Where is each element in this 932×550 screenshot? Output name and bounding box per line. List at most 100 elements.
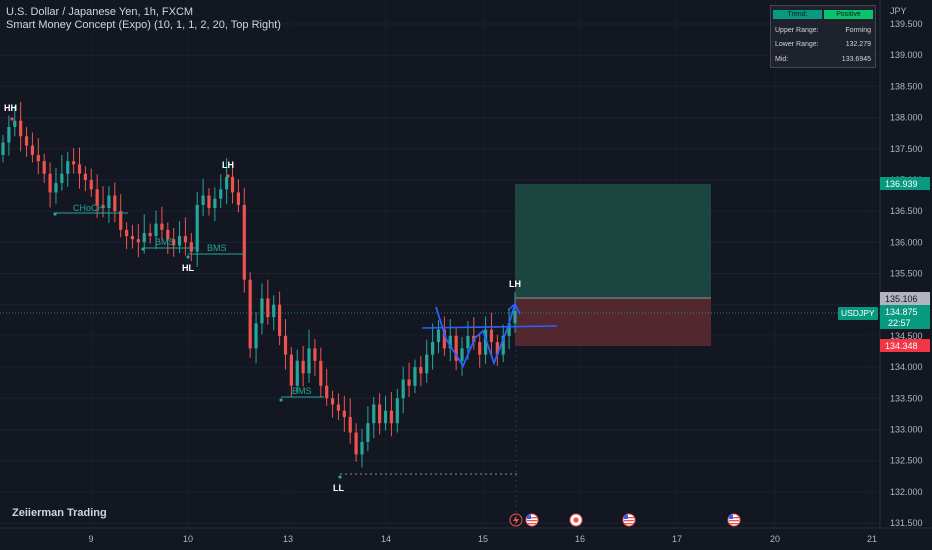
lh-label-2: LH xyxy=(509,279,521,289)
time-tick-label: 21 xyxy=(867,534,877,544)
candle-body xyxy=(336,404,341,411)
candle-body xyxy=(248,279,252,349)
arrow-head xyxy=(507,302,521,315)
candle-body xyxy=(442,329,446,349)
candle-body xyxy=(48,173,52,193)
bms-label-2: BMS xyxy=(207,243,227,253)
w-pattern-line[interactable] xyxy=(435,303,516,368)
ll-label: LL xyxy=(333,483,344,493)
price-tick-label: 138.000 xyxy=(890,113,923,123)
candle-body xyxy=(107,195,111,209)
candle-body xyxy=(266,298,270,318)
candle-body xyxy=(272,304,276,318)
bms-dot-1 xyxy=(141,247,145,251)
candle-body xyxy=(30,145,35,155)
candle-body xyxy=(119,211,123,230)
time-tick-label: 14 xyxy=(381,534,391,544)
candle-body xyxy=(431,342,435,355)
us-flag-icon[interactable] xyxy=(727,513,741,527)
price-tick-label: 134.000 xyxy=(890,362,923,372)
price-tick-label: 132.500 xyxy=(890,456,923,466)
time-tick-label: 17 xyxy=(672,534,682,544)
hh-label: HH xyxy=(4,103,17,113)
candle-body xyxy=(307,348,311,374)
candle-body xyxy=(283,335,288,355)
bms-label-3: BMS xyxy=(292,386,312,396)
neckline[interactable] xyxy=(421,325,558,329)
hh-dot xyxy=(10,117,14,121)
watermark: Zeiierman Trading xyxy=(12,507,107,519)
candle-body xyxy=(7,126,11,143)
price-tick-label: 132.000 xyxy=(890,487,923,497)
candle-body xyxy=(142,232,146,243)
price-tick-label: 133.500 xyxy=(890,393,923,403)
candle-body xyxy=(113,195,117,212)
entry-price-text: 135.106 xyxy=(885,294,918,304)
candle-body xyxy=(101,204,105,209)
candle-body xyxy=(354,432,358,455)
candle-body xyxy=(201,195,205,205)
entry-price-tag xyxy=(880,292,930,305)
trend-row: Trend: Positive xyxy=(771,6,875,23)
lh-dot xyxy=(226,174,230,178)
candle-body xyxy=(230,176,235,193)
candle-body xyxy=(195,204,199,252)
candle-body xyxy=(166,229,170,240)
lower-range-value: 132.279 xyxy=(845,41,871,49)
candle-body xyxy=(154,223,158,237)
indicator-legend[interactable]: Smart Money Concept (Expo) (10, 1, 1, 2,… xyxy=(6,19,281,31)
ll-dot xyxy=(338,475,342,479)
candle-body xyxy=(160,223,164,230)
trend-label: Trend: xyxy=(773,10,822,19)
candle-body xyxy=(295,360,299,386)
candle-body xyxy=(172,239,176,246)
candle-body xyxy=(177,236,182,246)
stop-price-tag xyxy=(880,339,930,352)
choch-label: CHoCH xyxy=(73,203,104,213)
target-price-text: 136.939 xyxy=(885,179,918,189)
target-price-tag xyxy=(880,177,930,190)
candle-body xyxy=(254,323,258,349)
candles-group xyxy=(1,101,517,468)
candle-body xyxy=(301,360,305,374)
candle-body xyxy=(407,379,411,386)
candle-body xyxy=(207,195,211,209)
candle-body xyxy=(83,173,87,180)
price-axis[interactable]: 139.500139.000138.500138.000137.500137.0… xyxy=(890,19,923,528)
candle-body xyxy=(19,120,23,137)
candle-body xyxy=(236,192,241,205)
candle-body xyxy=(460,348,464,361)
upper-range-label: Upper Range: xyxy=(775,26,819,34)
candle-body xyxy=(360,441,364,455)
jp-flag-icon[interactable] xyxy=(569,513,583,527)
event-icons[interactable] xyxy=(509,513,741,527)
last-price-tag xyxy=(880,305,930,329)
time-tick-label: 9 xyxy=(88,534,93,544)
candle-body xyxy=(13,120,17,127)
symbol-tag[interactable]: USDJPY xyxy=(838,307,878,320)
candle-body xyxy=(454,335,458,361)
lightning-icon[interactable] xyxy=(509,513,523,527)
candle-body xyxy=(289,354,293,386)
candle-body xyxy=(501,335,505,355)
time-tick-label: 15 xyxy=(478,534,488,544)
candle-body xyxy=(489,329,494,343)
upper-range-row: Upper Range: Forming xyxy=(771,23,875,38)
target-zone[interactable] xyxy=(515,184,711,298)
time-axis[interactable]: 9 10 13 14 15 16 17 20 21 xyxy=(88,534,877,544)
price-tick-label: 139.500 xyxy=(890,19,923,29)
candle-body xyxy=(383,410,388,424)
us-flag-icon[interactable] xyxy=(622,513,636,527)
candle-body xyxy=(478,342,482,355)
candle-body xyxy=(136,239,140,243)
price-tick-label: 135.500 xyxy=(890,269,923,279)
candle-body xyxy=(483,329,488,355)
us-flag-icon[interactable] xyxy=(525,513,539,527)
candle-body xyxy=(124,229,129,237)
chart-title[interactable]: U.S. Dollar / Japanese Yen, 1h, FXCM xyxy=(6,6,194,18)
candle-body xyxy=(507,323,511,336)
candle-body xyxy=(66,161,70,174)
stop-zone[interactable] xyxy=(515,298,711,346)
candle-body xyxy=(148,232,152,237)
